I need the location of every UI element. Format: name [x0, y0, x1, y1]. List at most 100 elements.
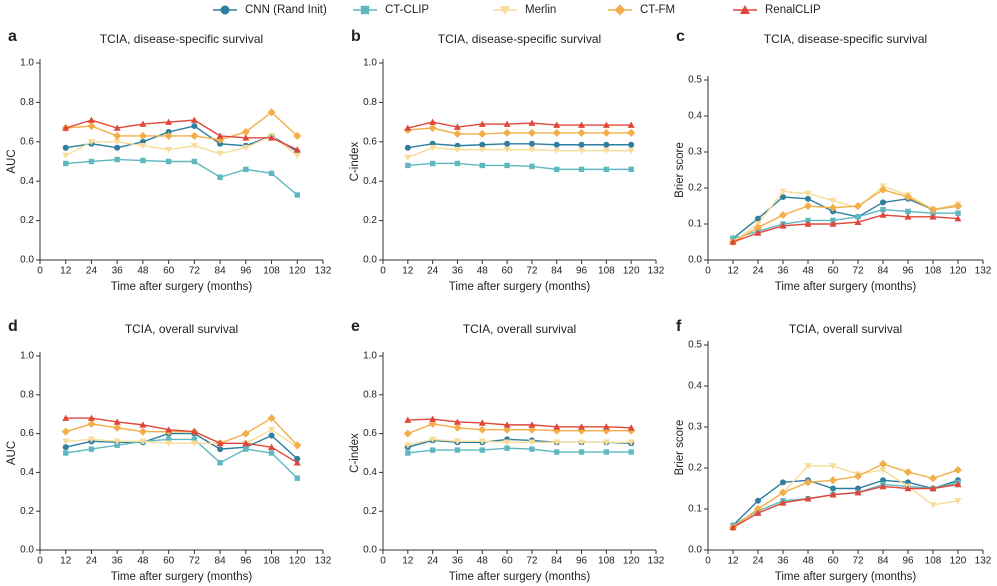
point	[804, 478, 812, 487]
point	[954, 480, 962, 488]
x-tick-label: 120	[950, 266, 967, 277]
series-line	[732, 196, 959, 239]
point	[553, 141, 560, 148]
point	[139, 142, 147, 150]
point	[829, 476, 837, 485]
series-line	[65, 119, 298, 151]
point	[429, 447, 436, 453]
point	[190, 116, 198, 123]
point	[478, 438, 486, 445]
x-tick-label: 0	[37, 266, 43, 277]
point	[779, 222, 787, 229]
x-tick-label: 36	[452, 556, 464, 567]
point	[190, 131, 199, 140]
point	[216, 439, 224, 447]
x-tick-label: 84	[877, 556, 889, 567]
y-tick-label: 0.3	[688, 147, 702, 158]
point	[405, 450, 411, 456]
series-line	[732, 189, 959, 243]
x-tick-label: 84	[215, 266, 227, 277]
x-tick-label: 48	[802, 556, 814, 567]
x-tick-label: 60	[163, 266, 175, 277]
legend-marker	[614, 4, 626, 16]
series-line	[407, 447, 632, 454]
point	[404, 416, 412, 423]
point	[880, 206, 886, 213]
y-tick-label: 0.0	[20, 255, 34, 266]
point	[165, 158, 172, 165]
point	[479, 162, 485, 169]
y-tick-label: 0.2	[20, 506, 34, 517]
point	[854, 472, 862, 481]
x-tick-label: 48	[477, 266, 489, 277]
panel-letter: e	[351, 318, 360, 335]
point	[241, 429, 250, 438]
point	[478, 129, 487, 138]
point	[268, 426, 276, 434]
point	[294, 455, 301, 462]
point	[528, 119, 536, 126]
x-tick-label: 24	[752, 556, 764, 567]
series-line	[65, 428, 298, 448]
panel-letter: d	[8, 318, 18, 335]
y-tick-label: 0.0	[20, 545, 34, 556]
y-tick-label: 0.6	[20, 428, 34, 439]
point	[114, 442, 120, 448]
y-tick-label: 0.5	[688, 75, 702, 86]
point	[779, 499, 787, 506]
point	[454, 447, 461, 453]
point	[578, 423, 586, 430]
point	[955, 210, 961, 216]
x-tick-label: 36	[452, 266, 464, 277]
y-tick-label: 0.6	[363, 428, 377, 439]
x-tick-label: 48	[137, 556, 149, 567]
point	[829, 220, 837, 227]
point	[628, 166, 634, 173]
y-axis-label: C-index	[349, 141, 361, 181]
point	[404, 154, 412, 162]
point	[87, 139, 95, 146]
point	[779, 211, 787, 219]
point	[478, 419, 486, 426]
point	[190, 440, 198, 447]
series-line	[407, 143, 632, 149]
point	[829, 197, 837, 205]
x-tick-label: 108	[925, 266, 942, 277]
point	[165, 426, 173, 433]
point	[954, 202, 962, 210]
y-tick-label: 0.4	[20, 467, 34, 478]
point	[87, 436, 95, 443]
point	[479, 141, 486, 148]
point	[602, 128, 611, 137]
point	[268, 443, 276, 450]
point	[929, 205, 937, 214]
x-tick-label: 12	[727, 556, 739, 567]
x-tick-label: 96	[902, 266, 914, 277]
point	[879, 467, 887, 474]
y-tick-label: 0.0	[688, 255, 702, 266]
x-tick-label: 72	[526, 556, 538, 567]
point	[553, 423, 561, 430]
point	[216, 132, 224, 139]
point	[529, 446, 535, 452]
x-tick-label: 72	[189, 556, 201, 567]
y-tick-label: 0.6	[20, 136, 34, 147]
x-tick-label: 60	[827, 266, 839, 277]
x-tick-label: 132	[975, 556, 992, 567]
x-tick-label: 60	[827, 556, 839, 567]
point	[780, 479, 786, 486]
point	[578, 449, 585, 455]
point	[929, 485, 937, 492]
chart-title: TCIA, disease-specific survival	[438, 32, 601, 46]
x-tick-label: 132	[975, 266, 992, 277]
point	[954, 498, 962, 505]
y-axis-label: AUC	[6, 149, 18, 173]
point	[779, 188, 787, 196]
point	[603, 141, 610, 148]
point	[242, 439, 250, 447]
y-tick-label: 0.1	[688, 219, 702, 230]
point	[191, 123, 198, 130]
point	[61, 427, 70, 436]
point	[405, 162, 411, 169]
point	[602, 439, 610, 446]
